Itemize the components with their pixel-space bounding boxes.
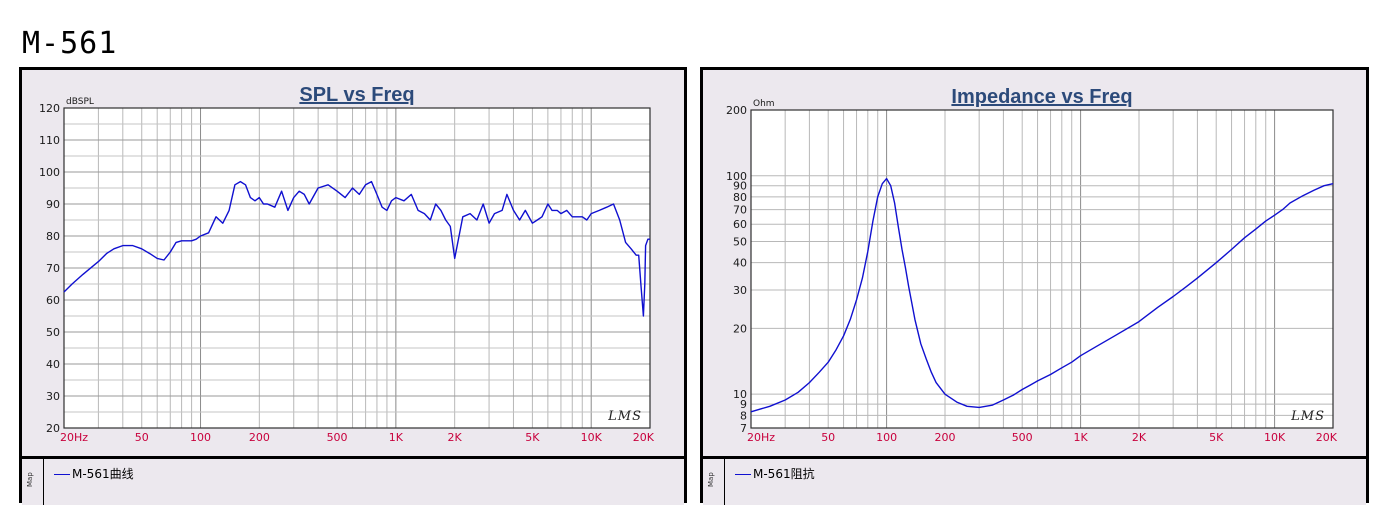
y-tick-label: 30: [733, 284, 747, 297]
x-tick-label: 5K: [1209, 431, 1224, 444]
x-tick-label: 10K: [581, 431, 603, 444]
legend-swatch: [54, 474, 70, 475]
x-tick-label: 5K: [525, 431, 540, 444]
x-tick-label: 100: [190, 431, 211, 444]
series-line: [63, 180, 650, 317]
x-tick-label: 200: [935, 431, 956, 444]
y-tick-label: 50: [733, 236, 747, 249]
x-tick-label: 10K: [1264, 431, 1286, 444]
spl-chart-panel: 20 30 40 50 60 70 80 90 100 110 120 20Hz 50 100 200 500…: [19, 67, 687, 505]
y-tick-label: 30: [46, 390, 60, 403]
x-tick-label: 1K: [1073, 431, 1088, 444]
page-title: M-561: [22, 26, 118, 61]
y-tick-label: 40: [46, 358, 60, 371]
legend-swatch: [735, 474, 751, 475]
y-tick-label: 110: [39, 134, 60, 147]
map-tab: Map: [703, 459, 725, 505]
y-tick-label: 100: [39, 166, 60, 179]
y-tick-label: 20: [46, 422, 60, 435]
y-tick-label: 90: [46, 198, 60, 211]
map-tab: Map: [22, 459, 44, 505]
plot-frame: [750, 109, 1334, 429]
y-tick-label: 50: [46, 326, 60, 339]
legend-label: M-561阻抗: [753, 467, 815, 481]
y-tick-label: 40: [733, 257, 747, 270]
impedance-legend: Map M-561阻抗: [703, 456, 1366, 505]
x-tick-label: 500: [1012, 431, 1033, 444]
y-tick-label: 120: [39, 102, 60, 115]
y-axis-label: dBSPL: [66, 97, 94, 107]
spl-legend: Map M-561曲线: [22, 456, 684, 505]
x-tick-label: 20Hz: [60, 431, 88, 444]
y-tick-label: 8: [740, 409, 747, 422]
y-tick-label: 70: [733, 204, 747, 217]
y-tick-label: 80: [733, 191, 747, 204]
y-tick-label: 10: [733, 388, 747, 401]
y-tick-label: 70: [46, 262, 60, 275]
lms-watermark: LMS: [607, 409, 642, 424]
x-tick-label: 500: [327, 431, 348, 444]
impedance-chart-panel: 7 8 9 10 20 30 40 50 60 70 80 90 100 200 20Hz 50 100 200 5…: [700, 67, 1369, 505]
series-line: [750, 177, 1334, 413]
y-tick-label: 200: [726, 104, 747, 117]
plot-area: [751, 110, 1333, 428]
x-tick-label: 200: [249, 431, 270, 444]
y-axis-label: Ohm: [753, 99, 775, 109]
x-tick-label: 50: [821, 431, 835, 444]
legend-entry: M-561曲线: [54, 465, 134, 482]
y-tick-label: 90: [733, 180, 747, 193]
chart-title: SPL vs Freq: [299, 84, 414, 106]
x-tick-label: 1K: [389, 431, 404, 444]
y-tick-label: 9: [740, 398, 747, 411]
y-tick-label: 80: [46, 230, 60, 243]
x-tick-label: 20K: [1316, 431, 1338, 444]
x-tick-label: 2K: [1132, 431, 1147, 444]
chart-title: Impedance vs Freq: [951, 86, 1132, 108]
x-tick-label: 2K: [448, 431, 463, 444]
y-tick-label: 7: [740, 422, 747, 435]
y-tick-label: 60: [46, 294, 60, 307]
x-tick-label: 20K: [633, 431, 655, 444]
spl-chart: 20 30 40 50 60 70 80 90 100 110 120 20Hz 50 100 200 500…: [39, 84, 655, 444]
legend-label: M-561曲线: [72, 467, 134, 481]
x-tick-label: 50: [135, 431, 149, 444]
x-tick-label: 20Hz: [747, 431, 775, 444]
x-tick-label: 100: [876, 431, 897, 444]
y-tick-label: 100: [726, 170, 747, 183]
lms-watermark: LMS: [1290, 409, 1325, 424]
plot-frame: [63, 107, 651, 429]
y-tick-label: 20: [733, 322, 747, 335]
legend-entry: M-561阻抗: [735, 465, 815, 482]
y-tick-label: 60: [733, 218, 747, 231]
